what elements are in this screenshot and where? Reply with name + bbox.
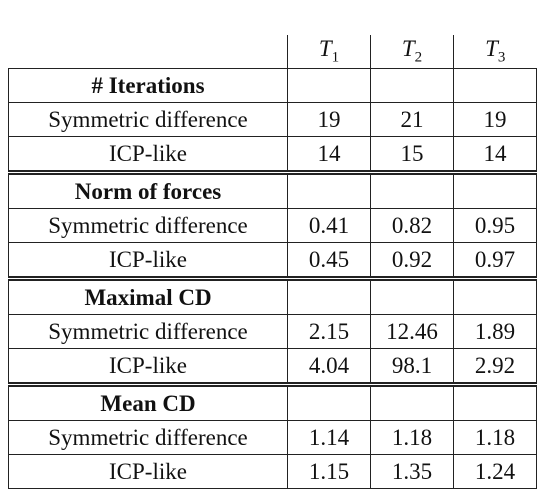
value-cell: 19 <box>287 102 371 137</box>
section-title: Mean CD <box>8 382 288 421</box>
value-cell: 0.45 <box>287 242 371 279</box>
value-cell: 1.89 <box>453 314 537 349</box>
value-cell: 0.97 <box>453 242 537 279</box>
empty-cell <box>453 170 537 209</box>
empty-cell <box>287 68 371 103</box>
data-row: ICP-like 14 15 14 <box>8 136 537 173</box>
value-cell: 12.46 <box>370 314 454 349</box>
value-cell: 1.15 <box>287 454 371 489</box>
value-cell: 1.18 <box>370 420 454 455</box>
section-title: # Iterations <box>8 68 288 103</box>
corner-cell <box>8 35 288 69</box>
value-cell: 14 <box>287 136 371 173</box>
empty-cell <box>287 276 371 315</box>
value-cell: 0.41 <box>287 208 371 243</box>
value-cell: 0.95 <box>453 208 537 243</box>
empty-cell <box>370 382 454 421</box>
empty-cell <box>453 382 537 421</box>
empty-cell <box>287 382 371 421</box>
header-row: T1 T2 T3 <box>8 35 537 69</box>
empty-cell <box>370 68 454 103</box>
section-title: Maximal CD <box>8 276 288 315</box>
column-symbol: T <box>318 36 332 62</box>
section-title: Norm of forces <box>8 170 288 209</box>
value-cell: 21 <box>370 102 454 137</box>
row-label: Symmetric difference <box>8 208 288 243</box>
column-header: T1 <box>287 35 371 69</box>
column-symbol: T <box>485 36 498 62</box>
value-cell: 2.92 <box>453 348 537 385</box>
empty-cell <box>370 170 454 209</box>
section-row: Maximal CD <box>8 276 537 315</box>
data-row: ICP-like 0.45 0.92 0.97 <box>8 242 537 279</box>
section-row: Norm of forces <box>8 170 537 209</box>
empty-cell <box>287 170 371 209</box>
value-cell: 15 <box>370 136 454 173</box>
section-row: # Iterations <box>8 68 537 103</box>
row-label: ICP-like <box>8 454 288 489</box>
value-cell: 4.04 <box>287 348 371 385</box>
data-row: Symmetric difference 0.41 0.82 0.95 <box>8 208 537 243</box>
results-table: T1 T2 T3 # Iterations Symmetric difference 19… <box>8 35 537 489</box>
column-symbol: T <box>401 36 415 62</box>
value-cell: 0.92 <box>370 242 454 279</box>
column-header: T2 <box>370 35 454 69</box>
empty-cell <box>453 276 537 315</box>
value-cell: 14 <box>453 136 537 173</box>
row-label: ICP-like <box>8 348 288 385</box>
column-subscript: 2 <box>414 49 423 66</box>
value-cell: 2.15 <box>287 314 371 349</box>
empty-cell <box>370 276 454 315</box>
row-label: Symmetric difference <box>8 314 288 349</box>
value-cell: 1.18 <box>453 420 537 455</box>
column-header: T3 <box>453 35 537 69</box>
column-subscript: 1 <box>331 49 340 66</box>
value-cell: 1.14 <box>287 420 371 455</box>
column-subscript: 3 <box>497 49 506 66</box>
value-cell: 1.35 <box>370 454 454 489</box>
row-label: Symmetric difference <box>8 420 288 455</box>
row-label: ICP-like <box>8 242 288 279</box>
section-row: Mean CD <box>8 382 537 421</box>
data-row: Symmetric difference 2.15 12.46 1.89 <box>8 314 537 349</box>
empty-cell <box>453 68 537 103</box>
data-row: ICP-like 4.04 98.1 2.92 <box>8 348 537 385</box>
data-row: Symmetric difference 1.14 1.18 1.18 <box>8 420 537 455</box>
row-label: ICP-like <box>8 136 288 173</box>
value-cell: 0.82 <box>370 208 454 243</box>
data-row: Symmetric difference 19 21 19 <box>8 102 537 137</box>
value-cell: 1.24 <box>453 454 537 489</box>
value-cell: 19 <box>453 102 537 137</box>
row-label: Symmetric difference <box>8 102 288 137</box>
table-wrap: T1 T2 T3 # Iterations Symmetric difference 19… <box>8 35 537 489</box>
value-cell: 98.1 <box>370 348 454 385</box>
data-row: ICP-like 1.15 1.35 1.24 <box>8 454 537 489</box>
